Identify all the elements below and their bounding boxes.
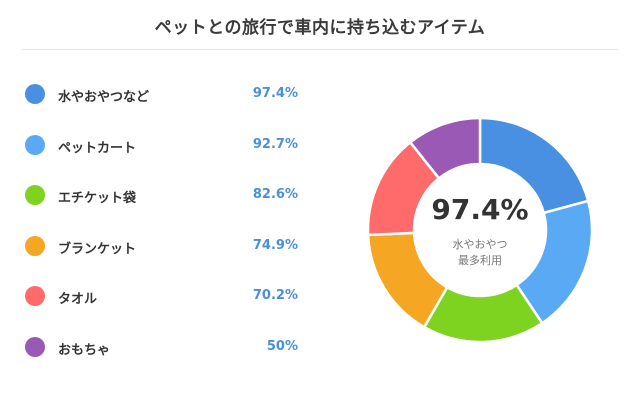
legend-value: 97.4% — [252, 86, 298, 101]
legend-swatch — [25, 84, 45, 104]
legend-value: 70.2% — [252, 288, 298, 304]
legend-item: エチケット袋 82.6% — [22, 181, 312, 232]
chart-title: ペットとの旅行で車内に持ち込むアイテム — [154, 18, 486, 38]
legend-label: エチケット袋 — [58, 191, 137, 207]
legend-label: ペットカート — [58, 140, 137, 156]
legend-value: 82.6% — [252, 187, 298, 203]
legend-swatch — [25, 336, 45, 357]
legend-swatch — [25, 235, 45, 256]
legend-swatch — [25, 286, 45, 307]
legend-item: ブランケット 74.9% — [22, 232, 312, 283]
legend-value: 74.9% — [252, 237, 298, 253]
legend-swatch — [25, 185, 45, 206]
center-label-line1: 水やおやつ — [452, 238, 508, 251]
legend-item: 水やおやつなど 97.4% — [22, 80, 312, 131]
center-label-line2: 最多利用 — [458, 254, 502, 267]
legend-item: タオル 70.2% — [22, 282, 312, 333]
legend-value: 50% — [266, 338, 298, 354]
legend-swatch — [25, 134, 45, 155]
legend-label: タオル — [58, 292, 98, 308]
legend: 水やおやつなど 97.4% ペットカート 92.7% エチケット袋 82.6% ブランケット… — [22, 80, 312, 384]
legend-value: 92.7% — [252, 136, 298, 152]
pie-slice — [408, 116, 482, 181]
legend-item: ペットカート 92.7% — [22, 131, 312, 182]
legend-label: ブランケット — [58, 241, 137, 257]
donut-chart — [366, 116, 594, 344]
title-divider — [22, 49, 618, 50]
center-value: 97.4% — [431, 193, 529, 226]
legend-label: 水やおやつなど — [58, 90, 150, 105]
legend-item: おもちゃ 50% — [22, 333, 312, 384]
legend-label: おもちゃ — [58, 342, 111, 358]
